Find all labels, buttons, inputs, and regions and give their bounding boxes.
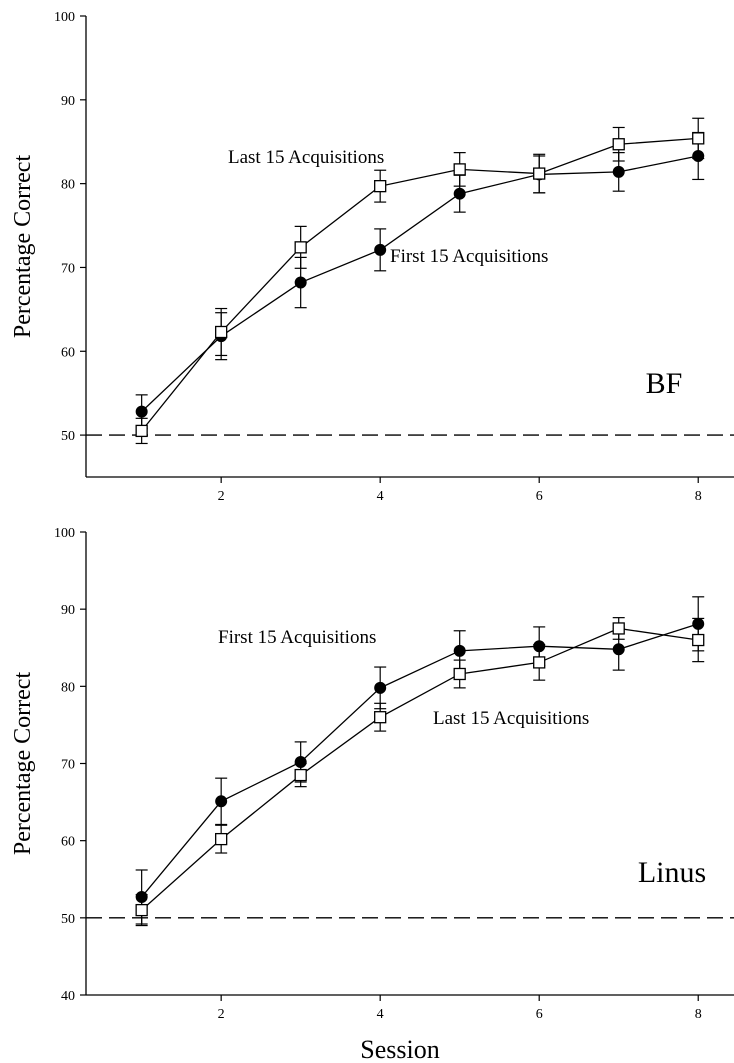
panel-1: 50 60 70 80 90 100 2 4 6 8 Percentage Correct BF Fir… (10, 10, 734, 504)
data-point-filled-circle (612, 165, 625, 178)
x-tick-label: 8 (695, 1007, 702, 1022)
data-point-open-square (374, 180, 387, 193)
x-tick-label: 6 (536, 489, 543, 504)
series-line-2 (141, 137, 699, 432)
x-tick-label: 2 (218, 1007, 225, 1022)
y-tick-label: 90 (61, 94, 75, 109)
x-tick-label: 4 (377, 1007, 384, 1022)
series-label-2: Last 15 Acquisitions (228, 147, 384, 168)
series-label-1: First 15 Acquisitions (390, 246, 548, 267)
series-line-1 (141, 623, 699, 898)
y-tick-label: 50 (61, 912, 75, 927)
panel-2: 40 50 60 70 80 90 100 2 4 6 8 Percentage Correct Ses… (10, 526, 734, 1063)
y-tick-label: 80 (61, 680, 75, 695)
series-label-1: First 15 Acquisitions (218, 627, 376, 648)
data-point-filled-circle (135, 405, 148, 418)
x-tick-label: 2 (218, 489, 225, 504)
data-point-open-square (135, 424, 148, 438)
data-point-open-square (453, 667, 466, 681)
data-point-filled-circle (374, 243, 387, 256)
series-line-1 (141, 155, 699, 413)
data-point-open-square (692, 132, 705, 145)
y-axis-title: Percentage Correct (10, 155, 36, 339)
data-point-open-square (135, 903, 148, 917)
data-point-filled-circle (453, 644, 466, 657)
series-2-points (135, 617, 705, 927)
data-point-filled-circle (453, 187, 466, 200)
y-tick-label: 40 (61, 989, 75, 1004)
x-tick-label: 6 (536, 1007, 543, 1022)
data-point-open-square (294, 768, 307, 782)
x-tick-label: 4 (377, 489, 384, 504)
data-point-open-square (612, 138, 625, 151)
data-point-open-square (374, 711, 387, 724)
y-tick-label: 70 (61, 261, 75, 276)
data-point-open-square (215, 832, 228, 846)
y-tick-label: 50 (61, 429, 75, 444)
data-point-filled-circle (294, 276, 307, 289)
data-point-open-square (533, 167, 546, 180)
y-tick-label: 100 (54, 10, 75, 25)
x-axis-title: Session (360, 1035, 439, 1063)
data-point-open-square (533, 656, 546, 669)
panel-label: BF (646, 367, 683, 400)
y-tick-label: 90 (61, 603, 75, 618)
x-tick-label: 8 (695, 489, 702, 504)
series-line-2 (141, 627, 699, 911)
data-point-open-square (453, 163, 466, 176)
data-point-open-square (692, 633, 705, 647)
series-1-points (135, 131, 705, 429)
data-point-filled-circle (374, 681, 387, 694)
y-tick-label: 60 (61, 345, 75, 360)
y-tick-label: 60 (61, 835, 75, 850)
y-tick-label: 100 (54, 526, 75, 541)
series-label-2: Last 15 Acquisitions (433, 708, 589, 729)
y-tick-label: 80 (61, 178, 75, 193)
data-point-open-square (215, 325, 228, 339)
series-2-points (135, 117, 705, 445)
panel-label: Linus (638, 856, 706, 889)
data-point-open-square (294, 241, 307, 254)
data-point-open-square (612, 622, 625, 635)
y-axis-title: Percentage Correct (10, 672, 36, 856)
data-point-filled-circle (612, 643, 625, 656)
y-tick-label: 70 (61, 758, 75, 773)
data-point-filled-circle (215, 795, 228, 808)
